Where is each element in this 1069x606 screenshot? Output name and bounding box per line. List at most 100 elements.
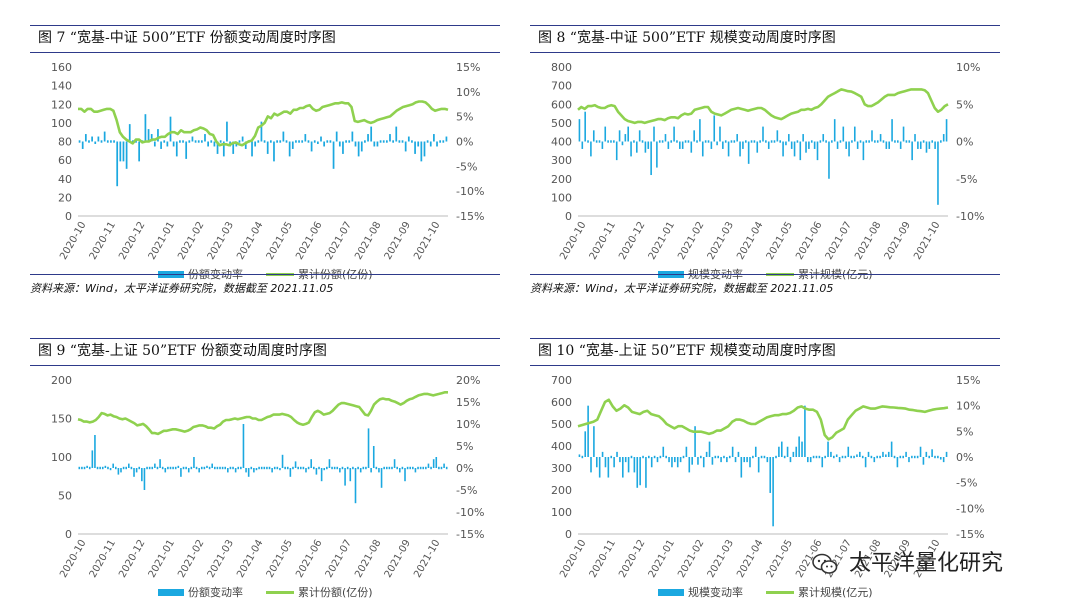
chart-panel-fig8: 图 8 “宽基-中证 500”ETF 规模变动周度时序图 0 100 200 300 4… — [530, 25, 1000, 300]
bar — [679, 457, 682, 463]
bar — [91, 136, 93, 142]
bar — [317, 141, 319, 144]
bar — [876, 455, 878, 459]
bar — [269, 140, 272, 143]
bar — [409, 466, 412, 470]
bar — [759, 140, 761, 143]
x-axis-tick: 2020-10 — [58, 538, 88, 580]
left-axis-tick: 200 — [51, 374, 72, 387]
bar — [719, 126, 721, 142]
bar — [109, 468, 112, 471]
bar — [226, 121, 228, 142]
bar — [798, 436, 800, 457]
bar — [734, 457, 737, 463]
bar — [687, 140, 690, 143]
left-axis-tick: 100 — [51, 451, 72, 464]
bar — [876, 140, 879, 143]
bar — [169, 466, 172, 470]
x-axis-tick: 2020-12 — [117, 220, 147, 262]
bar — [83, 466, 86, 470]
series-line — [78, 100, 449, 147]
left-axis-tick: 0 — [65, 528, 72, 541]
bar — [650, 141, 652, 176]
bar — [251, 141, 253, 157]
bar — [670, 140, 673, 143]
left-axis-tick: 60 — [58, 154, 72, 167]
bar — [138, 466, 141, 470]
bar — [435, 457, 438, 468]
bar — [420, 141, 423, 162]
bar — [160, 141, 162, 149]
bar — [286, 466, 289, 470]
bar — [125, 141, 128, 169]
x-axis-tick: 2021-06 — [294, 220, 324, 262]
bar — [779, 140, 782, 143]
bar — [138, 141, 141, 162]
bar — [338, 141, 341, 147]
x-axis-tick: 2021-05 — [265, 538, 295, 580]
bar — [905, 140, 908, 143]
bar — [911, 455, 913, 459]
bar — [598, 457, 601, 478]
bar — [315, 468, 318, 475]
bar — [931, 140, 934, 143]
bar — [699, 119, 701, 142]
bar — [619, 457, 621, 463]
bar — [348, 140, 351, 143]
bar — [224, 466, 227, 470]
bar — [724, 140, 727, 143]
bar — [656, 457, 659, 463]
legend-bar-label: 份额变动率 — [188, 585, 243, 599]
bar — [331, 466, 333, 470]
bar — [370, 126, 373, 142]
bar — [297, 466, 299, 470]
bar — [821, 457, 824, 468]
bar — [213, 466, 216, 470]
bar — [81, 466, 83, 470]
right-axis-tick: -10% — [456, 185, 484, 198]
bar — [141, 468, 143, 482]
left-axis-tick: 200 — [551, 173, 572, 186]
bar — [848, 141, 850, 157]
x-axis-tick: 2021-02 — [176, 220, 206, 262]
bar — [658, 140, 661, 143]
bar — [905, 451, 907, 457]
bar — [830, 451, 832, 457]
bar — [831, 140, 833, 143]
x-axis-tick: 2021-08 — [853, 220, 883, 262]
bar — [710, 141, 713, 149]
bar — [425, 466, 427, 470]
bar — [671, 457, 673, 468]
bar — [785, 141, 787, 146]
bar — [816, 141, 819, 161]
bar — [341, 466, 344, 470]
bar — [104, 465, 107, 468]
bar — [841, 455, 844, 459]
watermark: 太平洋量化研究 — [812, 545, 1003, 577]
bar — [867, 451, 870, 457]
bar — [329, 140, 332, 143]
bar — [380, 468, 383, 488]
bar — [679, 141, 681, 149]
bar — [613, 140, 615, 143]
bar — [177, 465, 180, 468]
right-axis-tick: 0% — [456, 136, 473, 149]
left-axis-tick: 600 — [551, 396, 572, 409]
bar — [931, 449, 933, 457]
bar — [365, 466, 367, 470]
bar — [445, 136, 448, 142]
bar — [78, 466, 81, 470]
bar — [856, 141, 859, 149]
chart-svg: 0 50 100 150 200 -15% -10% -5% 0% 5% 10% 15% 20% 2020… — [51, 374, 484, 599]
chart-title: 图 9 “宽基-上证 50”ETF 份额变动周度时序图 — [30, 338, 500, 366]
bar — [717, 455, 719, 459]
bar — [396, 466, 398, 470]
bar — [676, 457, 679, 468]
bar — [414, 141, 416, 154]
bar — [323, 141, 326, 147]
bar — [598, 140, 601, 143]
bar — [839, 140, 842, 143]
bar — [388, 466, 391, 470]
right-axis-tick: -10% — [456, 506, 484, 519]
bar — [128, 124, 131, 142]
